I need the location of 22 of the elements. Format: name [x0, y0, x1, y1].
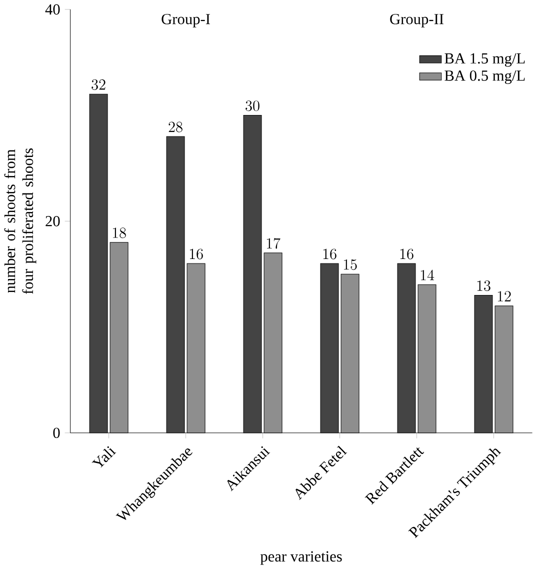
y-tick-label: 40 [46, 4, 60, 15]
data-label: 13 [478, 280, 491, 292]
y-tick-label: 0 [54, 428, 60, 438]
data-label: 15 [344, 259, 358, 270]
y-axis-title: number of shoots from four proliferated shoots [4, 148, 36, 294]
data-label: 16 [324, 248, 337, 260]
data-label: 28 [169, 122, 183, 132]
data-label: 14 [421, 270, 434, 280]
annotation: Group-II [390, 14, 444, 28]
annotation: Group-I [162, 14, 210, 28]
x-tick-label: Yali [92, 446, 116, 468]
data-label: 16 [190, 248, 204, 260]
data-label: 12 [498, 291, 512, 302]
data-label: 18 [113, 228, 126, 238]
data-label: 32 [92, 79, 106, 90]
data-label: 17 [267, 238, 281, 249]
legend-label: BA 1.5 mg/L [444, 53, 525, 67]
data-label: 16 [400, 248, 414, 260]
y-tick-label: 20 [46, 216, 60, 226]
legend-label: BA 0.5 mg/L [444, 70, 525, 84]
x-axis-title: pear varieties [260, 551, 342, 565]
data-label: 30 [246, 100, 260, 112]
